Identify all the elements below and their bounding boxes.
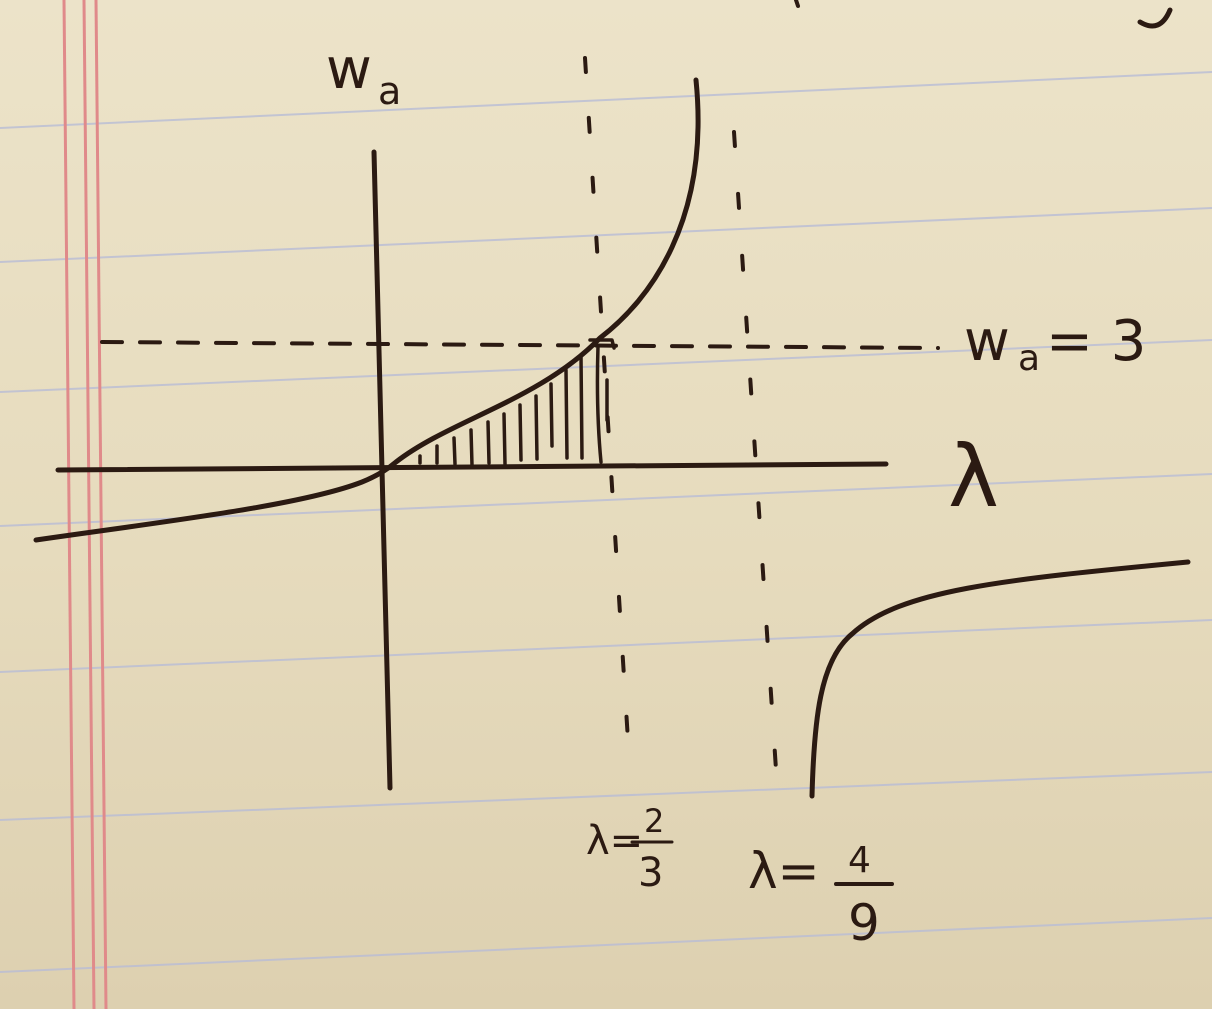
asymptote-dashed-line-1 (583, 56, 632, 774)
top-edge-fragment (1137, 7, 1173, 29)
asymptote-label-1: λ= 2 3 (586, 802, 674, 896)
horizontal-line-label: w (964, 309, 1010, 374)
asymptote-dashed-line-2 (732, 130, 780, 802)
asymptote-label-2-numerator: 4 (848, 840, 871, 881)
asymptote-label-2-denominator: 9 (848, 894, 880, 952)
asymptote-label-2: λ= 4 9 (748, 840, 894, 952)
x-axis-label: λ (948, 427, 999, 527)
x-axis (55, 461, 889, 473)
horizontal-line-value: = 3 (1046, 309, 1146, 374)
top-edge-dash (794, 0, 800, 8)
y-axis-label: w (326, 37, 372, 102)
y-axis-subscript: a (378, 69, 401, 113)
margin-lines (62, 0, 108, 1009)
shaded-region (418, 338, 616, 467)
curve-right-branch (809, 559, 1191, 799)
asymptote-label-1-numerator: 2 (644, 802, 664, 840)
asymptote-label-1-denominator: 3 (638, 850, 663, 896)
curve-left-branch (33, 77, 701, 543)
horizontal-dashed-line (100, 340, 940, 350)
asymptote-label-2-prefix: λ= (748, 842, 819, 900)
horizontal-line-subscript: a (1018, 338, 1040, 379)
